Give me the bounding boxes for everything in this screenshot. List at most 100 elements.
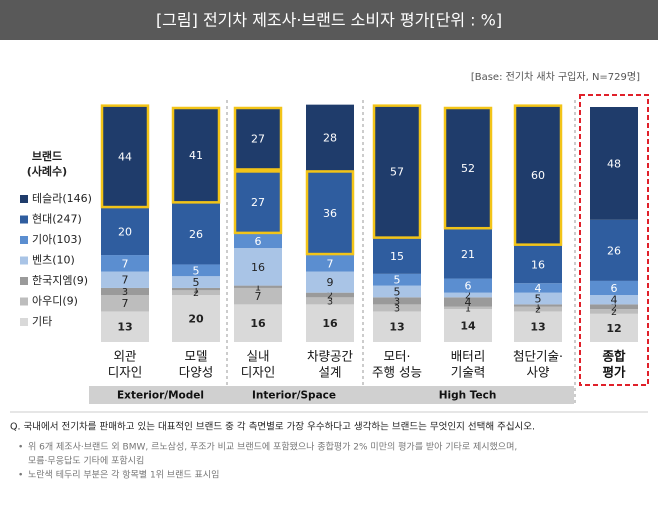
data-label: 2 xyxy=(465,291,471,302)
bar-segment xyxy=(172,287,220,291)
group-band xyxy=(222,386,366,404)
data-label: 9 xyxy=(327,276,334,289)
data-label: 7 xyxy=(327,257,334,270)
bar-segment xyxy=(101,104,149,209)
bar-segment xyxy=(373,104,421,239)
bar-segment xyxy=(373,304,421,312)
data-label: 16 xyxy=(531,258,545,271)
legend-swatch xyxy=(20,297,28,306)
x-tick-label: 모터· xyxy=(384,349,411,364)
bar-segment xyxy=(306,255,354,272)
question: Q. 국내에서 전기차를 판매하고 있는 대표적인 브랜드 중 각 측면별로 가… xyxy=(10,421,535,433)
data-label: 6 xyxy=(611,282,618,295)
bar-segment xyxy=(514,292,562,305)
group-label: Exterior/Model xyxy=(117,390,204,402)
data-label: 13 xyxy=(117,321,132,334)
bar-segment xyxy=(590,295,638,305)
bar-segment xyxy=(101,311,149,342)
bar-segment xyxy=(234,233,282,248)
bar-segment xyxy=(590,313,638,342)
overall-highlight-box xyxy=(579,94,649,386)
legend-label: 기타 xyxy=(32,315,52,328)
data-label: 2 xyxy=(611,307,617,318)
note: • xyxy=(18,443,23,453)
group-band xyxy=(89,386,232,404)
bar-segment xyxy=(514,245,562,284)
top-brand-highlight xyxy=(443,106,493,230)
x-tick-label: 종합 xyxy=(602,349,626,364)
bar-segment xyxy=(234,170,282,234)
note: 모름·무응답도 기타에 포함시킴 xyxy=(28,455,144,467)
legend-label: 아우디(9) xyxy=(32,295,78,308)
legend-swatch xyxy=(20,318,28,326)
bar-segment xyxy=(514,104,562,246)
bar-segment xyxy=(590,280,638,295)
bar-segment xyxy=(172,203,220,265)
group-label: Interior/Space xyxy=(252,390,336,402)
x-tick-label: 실내 xyxy=(246,349,269,364)
data-label: 16 xyxy=(322,317,338,330)
top-brand-highlight xyxy=(233,170,283,235)
bar-segment xyxy=(373,273,421,286)
group-band xyxy=(361,386,574,404)
data-label: 1 xyxy=(535,301,541,312)
bar-segment xyxy=(172,290,220,295)
data-label: 44 xyxy=(118,150,132,163)
data-label: 20 xyxy=(118,226,132,239)
data-label: 4 xyxy=(535,282,542,295)
data-label: 5 xyxy=(394,285,401,298)
data-label: 5 xyxy=(394,274,401,287)
data-label: 15 xyxy=(390,250,404,263)
note: 위 6개 제조사·브랜드 외 BMW, 르노삼성, 푸조가 비교 브랜드에 포함… xyxy=(28,441,517,453)
legend-swatch xyxy=(20,236,28,244)
data-label: 27 xyxy=(251,133,265,146)
bar-segment xyxy=(306,304,354,342)
bar-segment xyxy=(444,309,492,342)
data-label: 3 xyxy=(394,296,400,307)
bar-segment xyxy=(444,278,492,293)
legend-label: 현대(247) xyxy=(32,213,82,226)
data-label: 48 xyxy=(607,157,621,170)
data-label: 16 xyxy=(251,261,265,274)
bar-segment xyxy=(306,292,354,298)
data-label: 7 xyxy=(122,257,129,270)
x-tick-label: 배터리 xyxy=(451,349,486,364)
legend-label: 한국지엠(9) xyxy=(32,274,88,287)
legend-label: 기아(103) xyxy=(32,233,82,246)
bar-segment xyxy=(444,229,492,279)
data-label: 13 xyxy=(389,321,404,334)
data-label: 26 xyxy=(607,244,621,257)
x-tick-label: 사양 xyxy=(526,365,550,380)
bar-segment xyxy=(373,297,421,305)
top-brand-highlight xyxy=(100,104,150,209)
bar-segment xyxy=(514,311,562,342)
data-label: 7 xyxy=(122,297,129,310)
bar-segment xyxy=(234,285,282,288)
bar-segment xyxy=(234,287,282,305)
top-brand-highlight xyxy=(372,104,422,239)
bar-segment xyxy=(234,248,282,286)
bar-segment xyxy=(590,219,638,281)
data-label: 3 xyxy=(394,303,400,314)
data-label: 13 xyxy=(530,321,545,334)
legend-swatch xyxy=(20,215,28,224)
bar-segment xyxy=(444,292,492,298)
bar-segment xyxy=(373,238,421,274)
x-tick-label: 첨단기술· xyxy=(513,349,563,364)
x-tick-label: 평가 xyxy=(602,365,626,380)
x-tick-label: 디자인 xyxy=(241,365,276,380)
chart-title: [그림] 전기차 제조사·브랜드 소비자 평가[단위 : %] xyxy=(156,11,502,30)
bar-segment xyxy=(373,285,421,298)
top-brand-highlight xyxy=(513,104,563,246)
top-brand-highlight xyxy=(171,106,221,204)
data-label: 1 xyxy=(255,282,261,293)
x-tick-label: 외관 xyxy=(113,349,137,364)
bar-segment xyxy=(514,304,562,307)
data-label: 60 xyxy=(531,169,545,182)
bar-segment xyxy=(514,306,562,312)
x-tick-label: 디자인 xyxy=(108,365,143,380)
bar-segment xyxy=(234,107,282,171)
data-label: 57 xyxy=(390,166,404,179)
legend-label: 테슬라(146) xyxy=(32,192,92,205)
